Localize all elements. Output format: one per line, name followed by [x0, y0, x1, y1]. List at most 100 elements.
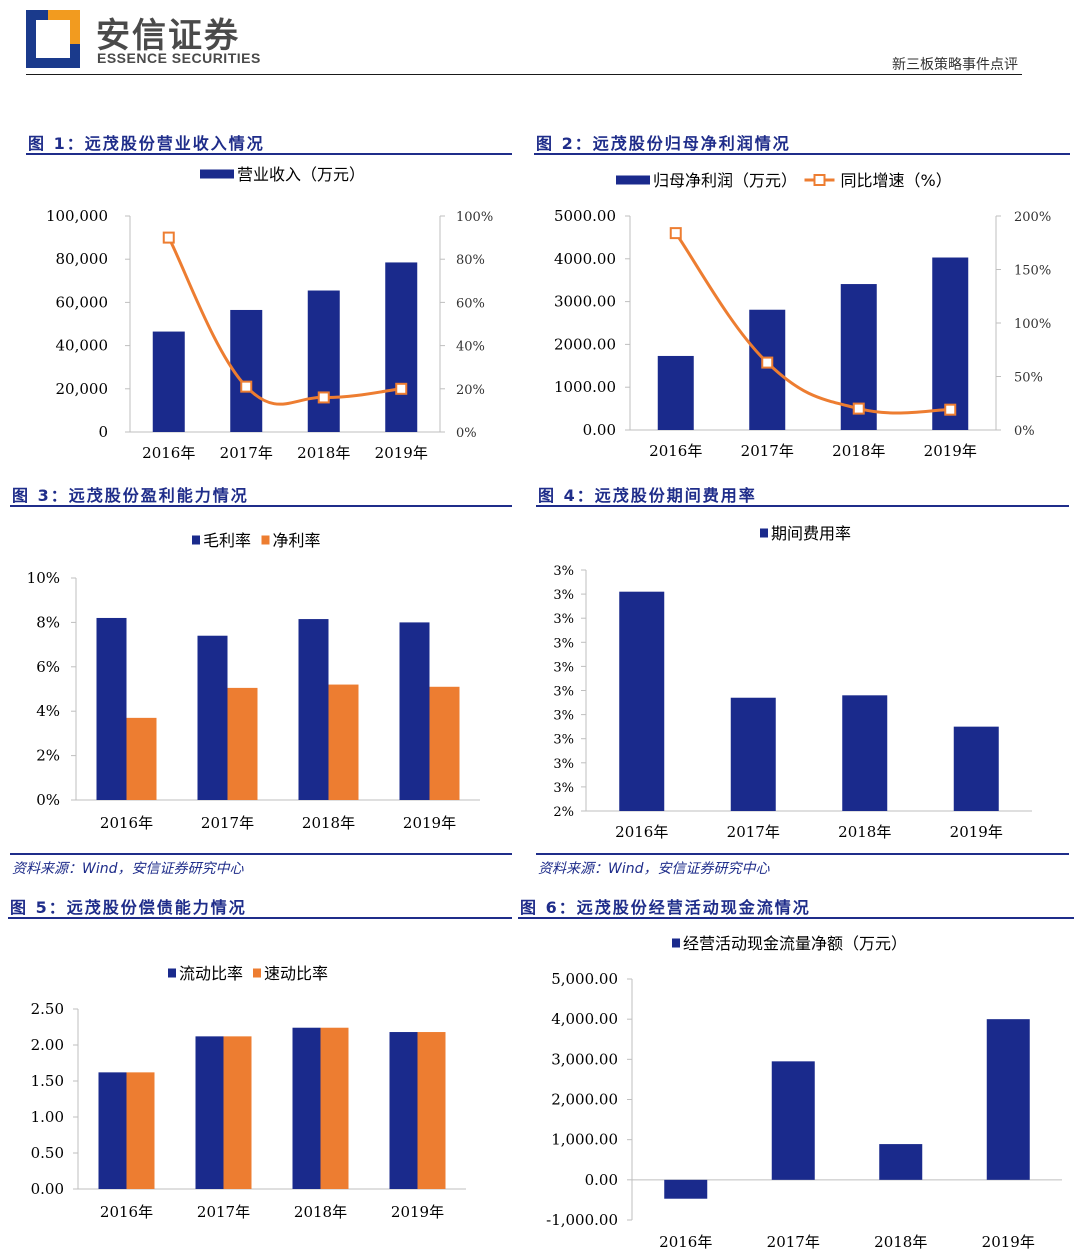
report-type: 新三板策略事件点评	[892, 57, 1018, 73]
fig2-growth-point	[944, 403, 957, 416]
fig3-y-tick-label: 4%	[36, 702, 60, 720]
fig2-bar-s1	[749, 309, 786, 430]
fig6-legend-swatch	[672, 938, 680, 948]
fig1-growth-point	[240, 380, 253, 393]
fig4-title-rule	[536, 505, 1069, 507]
header-divider	[26, 74, 1022, 75]
fig2-y-tick-label: 2000.00	[554, 335, 616, 353]
fig3-x-tick-label: 2016年	[100, 814, 153, 832]
fig4-x-tick-label: 2018年	[838, 823, 891, 841]
fig4-y-tick-label: 3%	[553, 636, 574, 651]
fig2-title: 图 2：远茂股份归母净利润情况	[536, 134, 791, 153]
fig6-title: 图 6：远茂股份经营活动现金流情况	[520, 898, 811, 917]
fig2-y2-tick-label: 150%	[1014, 264, 1051, 279]
fig6-bar-s1	[664, 1179, 708, 1199]
fig5-legend-label: 速动比率	[264, 964, 328, 983]
fig1-y2-tick-label: 40%	[456, 340, 485, 355]
fig5-legend-swatch	[253, 968, 261, 978]
fig1-y-tick-label: 100,000	[46, 207, 108, 225]
fig3-y-tick-label: 8%	[36, 613, 60, 631]
chart-fig5: 0.00 0.50 1.00 1.50 2.00 2.50 2016年 2017年 2018年 2…	[31, 964, 466, 1221]
fig5-bar-s2	[320, 1027, 349, 1189]
company-name-cn: 安信证券	[96, 16, 240, 56]
fig4-y-tick-label: 3%	[553, 709, 574, 724]
fig4-bottom-rule	[536, 853, 1069, 855]
fig4-legend-swatch	[760, 528, 768, 538]
fig5-bar-s2	[126, 1072, 155, 1189]
fig6-y-tick-label: -1,000.00	[546, 1211, 618, 1229]
fig6-x-tick-label: 2019年	[982, 1233, 1035, 1251]
fig4-y-tick-label: 3%	[553, 588, 574, 603]
chart-fig4: 2% 3% 3% 3% 3% 3% 3% 3% 3% 3% 3% 2016年 2017年 2018年 201…	[553, 524, 1032, 841]
fig5-x-tick-label: 2019年	[391, 1203, 444, 1221]
fig1-y2-tick-label: 20%	[456, 383, 485, 398]
fig5-title: 图 5：远茂股份偿债能力情况	[10, 898, 247, 917]
fig3-bar-s2	[126, 717, 157, 800]
fig1-y2-tick-label: 60%	[456, 296, 485, 311]
fig6-bar-s1	[986, 1019, 1030, 1180]
fig2-y2-tick-label: 100%	[1014, 317, 1051, 332]
fig3-bar-s1	[197, 635, 228, 800]
report-header: 安信证券 ESSENCE SECURITIES 新三板策略事件点评	[0, 0, 1080, 80]
fig4-y-tick-label: 3%	[553, 685, 574, 700]
chart-fig2: 0.00 1000.00 2000.00 3000.00 4000.00 5000.00 0…	[554, 171, 1051, 460]
fig4-bar-s1	[842, 695, 888, 811]
fig3-legend-label: 净利率	[273, 531, 321, 550]
fig2-y2-tick-label: 200%	[1014, 210, 1051, 225]
fig5-title-rule	[8, 917, 512, 919]
fig3-source: 资料来源：Wind，安信证券研究中心	[12, 861, 244, 877]
fig4-bar-s1	[619, 591, 665, 811]
fig2-legend-swatch	[616, 175, 650, 185]
fig2-y-tick-label: 1000.00	[554, 378, 616, 396]
fig5-x-tick-label: 2018年	[294, 1203, 347, 1221]
fig5-bar-s1	[195, 1036, 224, 1189]
fig2-growth-point	[852, 402, 865, 415]
fig5-x-tick-label: 2016年	[100, 1203, 153, 1221]
fig6-y-tick-label: 2,000.00	[551, 1091, 618, 1109]
fig5-bar-s1	[98, 1072, 127, 1189]
fig4-y-tick-label: 3%	[553, 612, 574, 627]
fig1-bar-s1	[152, 331, 185, 432]
fig3-x-tick-label: 2017年	[201, 814, 254, 832]
fig5-legend-label: 流动比率	[179, 964, 243, 983]
fig2-legend-label: 同比增速（%）	[841, 171, 952, 190]
fig4-y-tick-label: 3%	[553, 757, 574, 772]
fig3-y-tick-label: 10%	[27, 569, 60, 587]
fig1-bar-s1	[385, 262, 418, 432]
fig5-bar-s2	[223, 1036, 252, 1189]
fig2-title-rule	[534, 153, 1070, 155]
fig4-y-tick-label: 3%	[553, 564, 574, 579]
fig1-x-tick-label: 2018年	[297, 444, 350, 462]
fig6-y-tick-label: 1,000.00	[551, 1131, 618, 1149]
fig3-bar-s1	[399, 622, 430, 800]
logo-mark-icon	[26, 10, 80, 68]
fig6-bar-s1	[771, 1061, 815, 1180]
fig4-y-tick-label: 3%	[553, 733, 574, 748]
fig1-y2-tick-label: 100%	[456, 210, 493, 225]
fig4-y-tick-label: 2%	[553, 805, 574, 820]
fig1-y-tick-label: 0	[98, 423, 108, 441]
fig4-x-tick-label: 2019年	[950, 823, 1003, 841]
fig4-legend-label: 期间费用率	[771, 524, 851, 543]
fig3-legend-swatch	[192, 535, 200, 545]
fig1-growth-line	[167, 236, 402, 406]
fig4-bar-s1	[730, 697, 776, 811]
fig3-bar-s2	[429, 686, 460, 800]
fig1-y-tick-label: 60,000	[56, 293, 109, 311]
fig6-bar-s1	[879, 1144, 923, 1180]
fig3-legend-swatch	[261, 535, 270, 545]
fig4-x-tick-label: 2016年	[615, 823, 668, 841]
fig5-bar-s1	[292, 1027, 321, 1189]
fig3-y-tick-label: 0%	[36, 791, 60, 809]
fig4-x-tick-label: 2017年	[727, 823, 780, 841]
fig5-y-tick-label: 1.00	[31, 1108, 64, 1126]
fig5-y-tick-label: 1.50	[31, 1072, 64, 1090]
fig1-x-tick-label: 2016年	[142, 444, 195, 462]
fig2-legend-label: 归母净利润（万元）	[653, 171, 797, 190]
fig1-y2-tick-label: 0%	[456, 426, 477, 441]
fig1-y-tick-label: 80,000	[56, 250, 109, 268]
fig3-x-tick-label: 2018年	[302, 814, 355, 832]
fig5-legend-swatch	[168, 968, 176, 978]
fig1-y-tick-label: 20,000	[56, 380, 109, 398]
fig1-y-tick-label: 40,000	[56, 337, 109, 355]
